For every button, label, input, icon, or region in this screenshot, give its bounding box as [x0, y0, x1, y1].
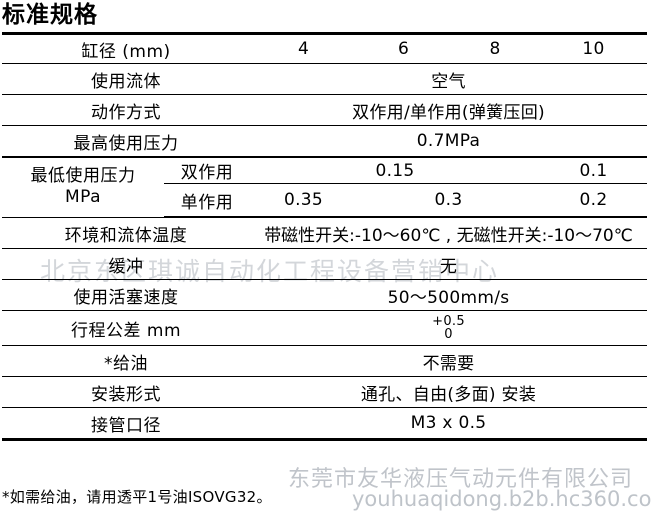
- row-label-fluid: 使用流体: [2, 63, 251, 95]
- cell-fluid-value: 空气: [250, 63, 648, 95]
- table-row-max-pressure: 最高使用压力 0.7MPa: [2, 125, 648, 158]
- cell-min-pressure-single-10: 0.2: [540, 183, 648, 218]
- row-label-max-pressure: 最高使用压力: [2, 125, 251, 158]
- cell-action-value: 双作用/单作用(弹簧压回): [250, 94, 648, 126]
- row-label-lubrication: *给油: [2, 345, 251, 377]
- watermark-company: 东莞市友华液压气动元件有限公司: [288, 467, 634, 492]
- cell-min-pressure-single-4: 0.35: [250, 183, 358, 218]
- cell-mounting-value: 通孔、自由(多面) 安装: [250, 376, 648, 408]
- cell-min-pressure-single-6-8: 0.3: [357, 183, 541, 218]
- row-label-cushion: 缓冲: [2, 248, 251, 280]
- row-label-port-size: 接管口径: [2, 407, 251, 441]
- cell-bore-6: 6: [357, 32, 451, 64]
- table-row-action: 动作方式 双作用/单作用(弹簧压回): [2, 94, 648, 126]
- cell-bore-4: 4: [250, 32, 358, 64]
- table-row-fluid: 使用流体 空气: [2, 63, 648, 95]
- cell-max-pressure-value: 0.7MPa: [250, 125, 648, 158]
- table-row-min-pressure-double: 最低使用压力 MPa 双作用 0.15 0.1: [2, 156, 648, 218]
- row-label-min-pressure: 最低使用压力 MPa: [2, 156, 164, 218]
- row-label-min-pressure-line1: 最低使用压力: [30, 166, 136, 186]
- table-row-temperature: 环境和流体温度 带磁性开关:-10～60℃ , 无磁性开关:-10～70℃: [2, 216, 648, 249]
- cell-stroke-tolerance-value: +0.5 0: [250, 310, 648, 346]
- tolerance-lower: 0: [444, 327, 453, 342]
- cell-lubrication-value: 不需要: [250, 345, 648, 377]
- table-footnote: *如需给油，请用透平1号油ISOVG32。: [2, 488, 272, 506]
- table-row-lubrication: *给油 不需要: [2, 345, 648, 377]
- table-row-cushion: 缓冲 无: [2, 248, 648, 280]
- cell-port-size-value: M3 x 0.5: [250, 407, 648, 441]
- table-row-port-size: 接管口径 M3 x 0.5: [2, 407, 648, 441]
- cell-temperature-value: 带磁性开关:-10～60℃ , 无磁性开关:-10～70℃: [250, 216, 648, 249]
- row-label-bore: 缸径 (mm): [2, 32, 251, 64]
- cell-bore-10: 10: [540, 32, 648, 64]
- table-row-stroke-tolerance: 行程公差 mm +0.5 0: [2, 310, 648, 346]
- cell-min-pressure-double-wide: 0.15: [250, 156, 541, 184]
- cell-min-pressure-double-10: 0.1: [540, 156, 648, 184]
- standard-spec-table: 缸径 (mm) 4 6 8 10 使用流体 空气 动作方式 双作用/单作用(弹簧…: [2, 32, 648, 441]
- row-label-stroke-tolerance: 行程公差 mm: [2, 310, 251, 346]
- page-title: 标准规格: [2, 2, 98, 28]
- row-label-piston-speed: 使用活塞速度: [2, 279, 251, 311]
- sublabel-double-acting: 双作用: [164, 156, 251, 184]
- spec-table: 缸径 (mm) 4 6 8 10 使用流体 空气 动作方式 双作用/单作用(弹簧…: [2, 32, 648, 441]
- row-label-mounting: 安装形式: [2, 376, 251, 408]
- watermark-url: youhuaqidong.b2b.hc360.com: [352, 487, 652, 511]
- table-row-bore: 缸径 (mm) 4 6 8 10: [2, 32, 648, 64]
- cell-cushion-value: 无: [250, 248, 648, 280]
- row-label-min-pressure-line2: MPa: [64, 187, 102, 208]
- cell-piston-speed-value: 50～500mm/s: [250, 279, 648, 311]
- row-label-temperature: 环境和流体温度: [2, 216, 251, 249]
- tolerance-upper: +0.5: [432, 313, 465, 329]
- table-row-mounting: 安装形式 通孔、自由(多面) 安装: [2, 376, 648, 408]
- cell-bore-8: 8: [450, 32, 541, 64]
- row-label-action: 动作方式: [2, 94, 251, 126]
- sublabel-single-acting: 单作用: [164, 183, 251, 218]
- table-row-min-pressure-single: 单作用 0.35 0.3 0.2: [2, 183, 648, 218]
- table-row-piston-speed: 使用活塞速度 50～500mm/s: [2, 279, 648, 311]
